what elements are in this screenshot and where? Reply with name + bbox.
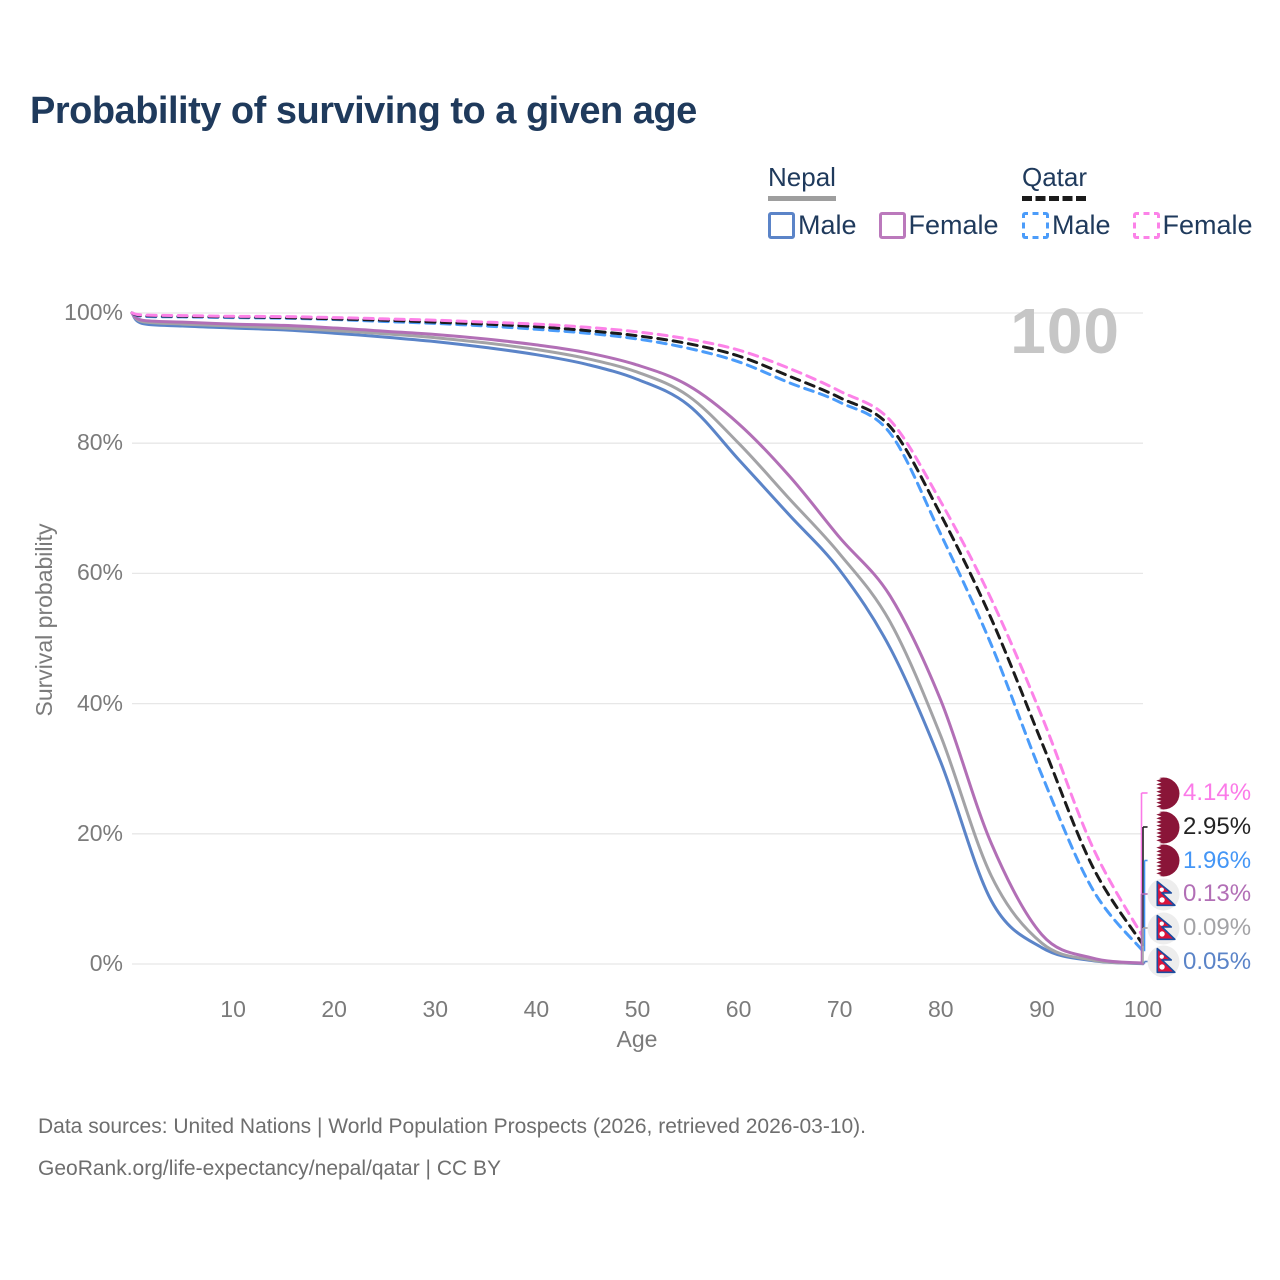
end-label-value: 2.95% [1183,813,1252,840]
end-label-value: 0.05% [1183,947,1252,975]
legend-item-label[interactable]: Male [1052,210,1111,240]
x-tick-label: 80 [928,996,954,1022]
legend-country-nepal[interactable]: Nepal [768,162,836,192]
qatar-male-swatch[interactable] [1022,212,1049,239]
legend-item-nepal-male[interactable]: Male [768,210,857,241]
end-label-row-nepal-female[interactable]: 0.13% [1147,877,1251,911]
nepal-flag-icon [1147,878,1180,910]
end-label-row-qatar-female[interactable]: 4.14% [1147,776,1251,810]
y-tick-label: 20% [76,819,123,846]
legend-group-nepal: Nepal Male Female [768,162,999,241]
page-title: Probability of surviving to a given age [30,90,697,132]
legend-country-qatar[interactable]: Qatar [1022,162,1088,192]
qatar-flag-icon [1147,844,1180,877]
series-line-qatar-both[interactable] [130,311,1145,947]
y-tick-label: 80% [76,429,123,456]
qatar-flag-icon [1147,777,1180,809]
series-line-nepal-female[interactable] [130,311,1145,965]
legend-underline-qatar-dashed [1022,196,1086,201]
y-tick-label: 40% [76,689,123,716]
end-label-row-qatar-both[interactable]: 2.95% [1147,810,1251,844]
hover-age-watermark: 100 [1010,295,1120,367]
x-tick-label: 100 [1123,996,1163,1022]
end-label-row-nepal-both[interactable]: 0.09% [1147,911,1251,945]
y-axis-title: Survival probability [31,523,57,717]
end-label-value: 0.09% [1183,914,1252,941]
legend-item-qatar-female[interactable]: Female [1132,210,1253,241]
x-axis-title: Age [616,1026,658,1052]
nepal-flag-icon [1147,945,1180,978]
nepal-flag-icon [1147,912,1180,944]
x-tick-label: 60 [725,996,752,1022]
qatar-flag-icon [1147,811,1180,843]
legend-group-qatar: Qatar Male Female [1022,162,1253,241]
y-tick-label: 60% [76,559,123,586]
end-label-row-nepal-male[interactable]: 0.05% [1147,945,1251,979]
series-line-nepal-both[interactable] [130,311,1145,965]
y-tick-label: 100% [64,299,123,325]
legend-item-label[interactable]: Female [1162,210,1253,240]
footer: Data sources: United Nations | World Pop… [38,1106,866,1190]
x-tick-label: 30 [422,996,449,1022]
series-line-qatar-male[interactable] [130,311,1145,953]
series-line-nepal-male[interactable] [130,311,1145,966]
qatar-female-swatch[interactable] [1132,212,1160,239]
footer-sources-line: Data sources: United Nations | World Pop… [38,1115,867,1138]
end-label-row-qatar-male[interactable]: 1.96% [1147,844,1251,878]
legend-item-label[interactable]: Female [908,210,999,240]
series-line-qatar-female[interactable] [130,311,1145,939]
x-tick-label: 90 [1029,996,1055,1022]
legend-item-qatar-male[interactable]: Male [1022,210,1111,241]
x-tick-label: 10 [220,996,246,1022]
footer-link-line[interactable]: GeoRank.org/life-expectancy/nepal/qatar … [38,1157,502,1180]
legend-underline-nepal-solid [768,196,836,201]
x-tick-label: 50 [624,996,651,1022]
nepal-male-swatch[interactable] [768,212,795,239]
end-label-value: 1.96% [1183,846,1252,874]
end-label-value: 0.13% [1183,880,1252,907]
nepal-female-swatch[interactable] [878,212,906,239]
end-label-value: 4.14% [1183,779,1252,806]
x-tick-label: 20 [321,996,347,1022]
y-tick-label: 0% [89,950,123,976]
x-tick-label: 70 [826,996,853,1022]
legend-item-label[interactable]: Male [798,210,857,240]
x-tick-label: 40 [523,996,550,1022]
legend-item-nepal-female[interactable]: Female [878,210,999,241]
